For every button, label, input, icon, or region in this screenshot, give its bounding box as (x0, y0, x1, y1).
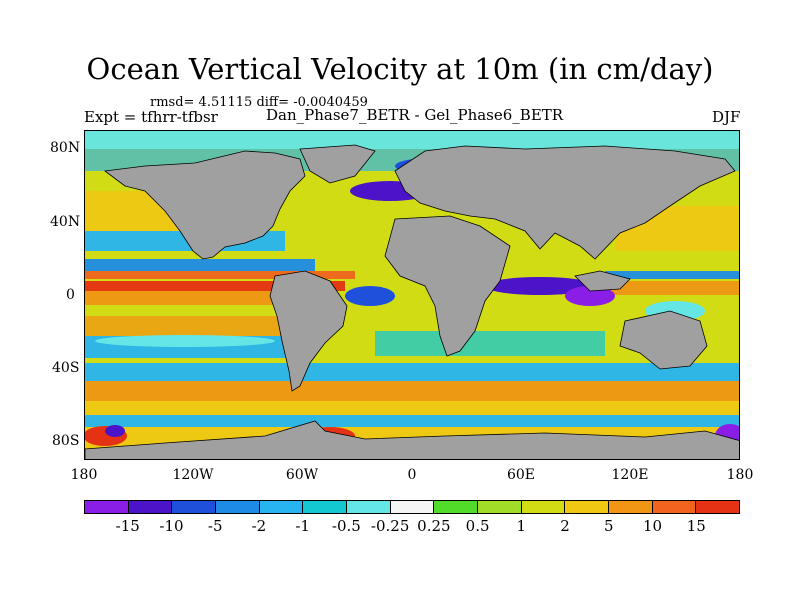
colorbar-label: 10 (642, 517, 663, 535)
colorbar-label: -5 (207, 517, 223, 535)
world-map (84, 130, 740, 460)
eurasia (394, 145, 736, 260)
ocean-field (85, 131, 739, 459)
lat-tick-eq: 0 (66, 287, 75, 303)
colorbar-box (128, 501, 173, 513)
lon-tick-120w: 120W (172, 467, 214, 483)
lon-tick-60w: 60W (285, 467, 319, 483)
colorbar-label: 0.25 (417, 517, 451, 535)
lon-tick-60e: 60E (506, 467, 536, 483)
colorbar-label: 0.5 (465, 517, 490, 535)
colorbar-label: -1 (295, 517, 310, 535)
field-band (605, 281, 739, 295)
lon-tick-180e: 180 (726, 467, 754, 483)
greenland (299, 144, 376, 184)
colorbar-label: 15 (686, 517, 706, 535)
colorbar-box (216, 501, 260, 513)
field-patch (485, 277, 595, 295)
field-band (85, 281, 345, 291)
field-band (85, 259, 315, 271)
map-svg (85, 131, 739, 459)
colorbar-label: -0.5 (331, 517, 361, 535)
indonesia (574, 270, 631, 292)
field-band (85, 415, 739, 427)
south-america (269, 270, 348, 392)
colorbar-box (434, 501, 479, 513)
case-names: Dan_Phase7_BETR - Gel_Phase6_BETR (266, 106, 564, 124)
season-label: DJF (712, 108, 741, 126)
field-band (605, 271, 739, 279)
north-america (103, 150, 306, 260)
field-patch (105, 425, 125, 437)
figure-title: Ocean Vertical Velocity at 10m (in cm/da… (86, 52, 714, 86)
field-band (85, 363, 739, 381)
colorbar-label: 2 (560, 517, 570, 535)
lat-tick-80n: 80N (50, 140, 81, 156)
field-patch (345, 286, 395, 306)
land-mask (85, 144, 739, 459)
colorbar-label: 1 (516, 517, 527, 535)
colorbar-box (259, 501, 304, 513)
lon-tick-0: 0 (407, 467, 417, 483)
field-band (375, 331, 605, 356)
colorbar-box (565, 501, 610, 513)
colorbar-box (390, 501, 435, 513)
stats-text: rmsd= 4.51115 diff= -0.0040459 (150, 95, 368, 110)
lat-tick-40n: 40N (50, 214, 81, 230)
field-band (85, 401, 739, 415)
colorbar-label: 5 (604, 517, 614, 535)
colorbar-box (172, 501, 217, 513)
colorbar-label: -15 (115, 517, 140, 535)
africa (384, 215, 511, 357)
field-band (85, 316, 315, 336)
colorbar-label: -0.25 (370, 517, 410, 535)
colorbar-box (85, 501, 129, 513)
field-patch (565, 286, 615, 306)
colorbar-box (696, 501, 740, 513)
experiment-label: Expt = tfhrr-tfbsr (84, 108, 218, 126)
colorbar-box (478, 501, 522, 513)
lon-tick-180w: 180 (70, 467, 98, 483)
colorbar-box (303, 501, 348, 513)
australia (619, 310, 708, 370)
lat-tick-80s: 80S (52, 433, 80, 449)
colorbar-label: -2 (251, 517, 267, 535)
colorbar-label: -10 (159, 517, 184, 535)
lat-tick-40s: 40S (52, 360, 80, 376)
colorbar-box (609, 501, 653, 513)
field-patch (95, 335, 275, 347)
field-band (85, 131, 739, 149)
field-band (85, 271, 355, 279)
colorbar (84, 500, 740, 514)
field-band (85, 381, 739, 401)
colorbar-box (347, 501, 391, 513)
colorbar-box (652, 501, 697, 513)
antarctica (85, 420, 739, 459)
lon-tick-120e: 120E (611, 467, 649, 483)
colorbar-box (521, 501, 566, 513)
